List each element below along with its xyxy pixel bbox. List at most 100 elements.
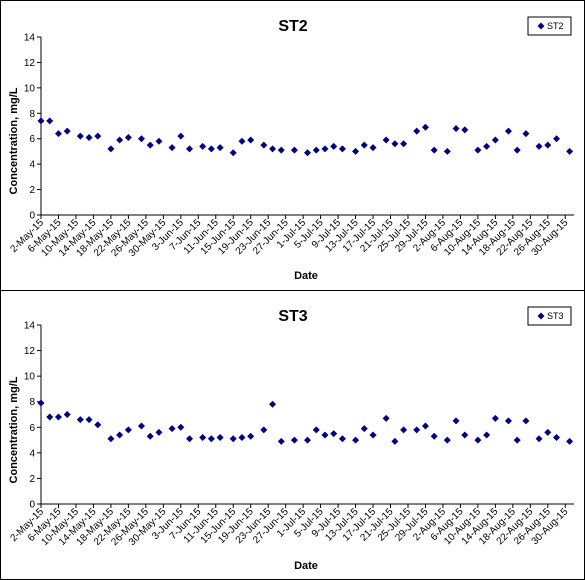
data-point bbox=[544, 141, 552, 149]
data-point bbox=[207, 145, 215, 153]
chart-panel-st2: ST2 Concentration, mg/L Date ST2 0 2 4 6 8 10… bbox=[0, 0, 585, 291]
data-point bbox=[321, 431, 329, 439]
data-point bbox=[360, 141, 368, 149]
legend-label: ST2 bbox=[547, 21, 564, 31]
data-point bbox=[137, 135, 145, 143]
data-point bbox=[46, 117, 54, 125]
data-point bbox=[290, 436, 298, 444]
y-tick-label: 10 bbox=[24, 83, 36, 94]
legend: ST2 bbox=[527, 16, 572, 36]
plot-area: 024681012142-May-156-May-1510-May-1514-M… bbox=[8, 321, 574, 548]
data-point bbox=[430, 432, 438, 440]
y-tick-label: 0 bbox=[29, 500, 35, 511]
data-point bbox=[260, 141, 268, 149]
data-point bbox=[474, 146, 482, 154]
data-point bbox=[504, 127, 512, 135]
data-point bbox=[483, 431, 491, 439]
data-point bbox=[513, 436, 521, 444]
y-tick-label: 2 bbox=[29, 185, 35, 196]
data-point bbox=[155, 428, 163, 436]
data-point bbox=[504, 417, 512, 425]
data-point bbox=[54, 413, 62, 421]
y-tick-label: 0 bbox=[29, 211, 35, 222]
data-point bbox=[85, 133, 93, 141]
data-point bbox=[513, 146, 521, 154]
data-point bbox=[216, 434, 224, 442]
data-point bbox=[491, 136, 499, 144]
data-point bbox=[566, 147, 574, 155]
data-point bbox=[37, 399, 45, 407]
data-point bbox=[63, 411, 71, 418]
data-point bbox=[107, 145, 115, 153]
data-point bbox=[155, 137, 163, 145]
data-point bbox=[146, 141, 154, 149]
data-point bbox=[54, 130, 62, 138]
data-point bbox=[461, 126, 469, 134]
data-point bbox=[553, 135, 561, 143]
legend-box bbox=[527, 306, 572, 326]
data-point bbox=[400, 426, 408, 434]
data-point bbox=[137, 422, 145, 430]
data-point bbox=[452, 417, 460, 425]
data-point bbox=[369, 144, 377, 152]
legend: ST3 bbox=[527, 306, 572, 326]
data-point bbox=[199, 142, 207, 150]
y-axis-title: Concentration, mg/L bbox=[8, 87, 20, 194]
data-point bbox=[474, 436, 482, 444]
data-point bbox=[391, 437, 399, 445]
data-point bbox=[76, 132, 84, 140]
data-point bbox=[443, 147, 451, 155]
y-tick-label: 12 bbox=[24, 346, 36, 357]
data-point bbox=[443, 436, 451, 444]
y-tick-label: 14 bbox=[24, 321, 36, 332]
data-point bbox=[216, 144, 224, 152]
data-point bbox=[277, 146, 285, 154]
data-point bbox=[535, 435, 543, 443]
data-point bbox=[186, 435, 194, 443]
data-point bbox=[63, 127, 71, 135]
y-tick-label: 8 bbox=[29, 397, 35, 408]
data-point bbox=[124, 133, 132, 141]
legend-marker-diamond-icon bbox=[537, 312, 545, 320]
data-point bbox=[483, 142, 491, 150]
legend-marker-diamond-icon bbox=[537, 22, 545, 30]
y-tick-label: 8 bbox=[29, 109, 35, 120]
legend-box bbox=[527, 16, 572, 36]
data-point bbox=[491, 414, 499, 422]
data-point bbox=[177, 132, 185, 140]
data-point bbox=[46, 413, 54, 421]
data-point bbox=[413, 127, 421, 135]
y-tick-label: 4 bbox=[29, 160, 35, 171]
data-point bbox=[338, 145, 346, 153]
data-point bbox=[304, 149, 311, 157]
data-point bbox=[312, 146, 320, 154]
data-point bbox=[352, 436, 360, 444]
data-point bbox=[304, 436, 311, 444]
data-point bbox=[168, 144, 176, 152]
data-point bbox=[522, 130, 530, 138]
data-point bbox=[413, 426, 421, 434]
data-point bbox=[247, 136, 255, 144]
data-point bbox=[247, 432, 255, 440]
data-point bbox=[260, 426, 268, 434]
data-point bbox=[37, 117, 45, 125]
data-point bbox=[124, 426, 132, 434]
data-point bbox=[146, 432, 154, 440]
data-point bbox=[338, 435, 346, 443]
data-point bbox=[312, 426, 320, 434]
y-tick-label: 14 bbox=[24, 33, 36, 44]
data-point bbox=[369, 431, 377, 439]
y-tick-label: 4 bbox=[29, 448, 35, 459]
data-point bbox=[421, 422, 429, 430]
data-point bbox=[199, 434, 207, 442]
data-point bbox=[269, 145, 277, 153]
y-tick-label: 6 bbox=[29, 423, 35, 434]
y-tick-label: 2 bbox=[29, 474, 35, 485]
data-point bbox=[116, 431, 124, 439]
data-point bbox=[330, 430, 338, 438]
y-tick-label: 12 bbox=[24, 58, 36, 69]
data-point bbox=[85, 416, 93, 424]
data-point bbox=[177, 423, 185, 431]
data-point bbox=[116, 136, 124, 144]
legend-label: ST3 bbox=[547, 311, 564, 321]
